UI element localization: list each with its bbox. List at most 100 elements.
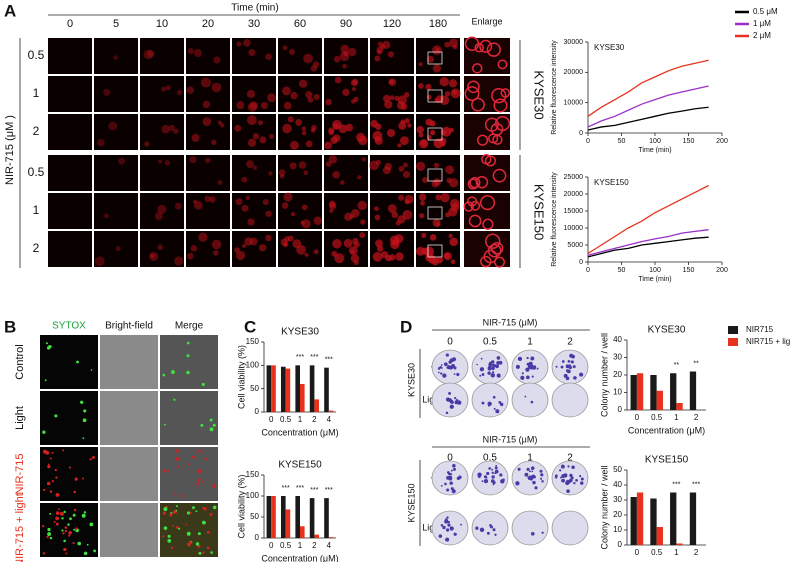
- micrograph: [278, 155, 322, 191]
- cell: [432, 64, 442, 73]
- x-axis-label: Concentration (μM): [261, 427, 338, 437]
- cell: [404, 92, 410, 98]
- dish: [551, 460, 589, 496]
- x-axis-label: Concentration (μM): [261, 553, 338, 562]
- legend-label: NIR715: [746, 325, 774, 334]
- bar: [266, 496, 272, 538]
- cell: [94, 256, 105, 267]
- cell: [429, 234, 437, 241]
- cell: [158, 159, 163, 164]
- cell: [463, 201, 474, 212]
- colony: [454, 396, 457, 400]
- colony: [573, 481, 576, 485]
- y-tick-label: 25000: [564, 174, 584, 181]
- stain: [186, 542, 190, 546]
- colony: [493, 407, 496, 410]
- cell: [332, 171, 340, 179]
- cell: [307, 96, 314, 103]
- cell: [303, 53, 313, 64]
- dose-label: 1: [527, 453, 533, 464]
- colony: [495, 364, 499, 369]
- cell: [189, 155, 197, 164]
- colony: [499, 473, 503, 477]
- bar: [630, 375, 637, 410]
- stain: [55, 511, 60, 515]
- cell: [386, 128, 395, 138]
- bar: [271, 365, 276, 412]
- cell: [265, 234, 272, 242]
- stain: [201, 520, 206, 525]
- colony: [527, 362, 531, 366]
- x-tick-label: 100: [649, 138, 661, 145]
- cell: [265, 53, 272, 61]
- stain: [46, 535, 49, 539]
- panel-label: B: [4, 317, 16, 336]
- y-tick-label: 10: [613, 388, 622, 397]
- cell: [234, 124, 242, 132]
- x-tick-label: 0: [269, 541, 274, 550]
- row-label: NIR-715 + light: [14, 493, 26, 562]
- stain: [44, 379, 47, 382]
- colony: [486, 471, 490, 476]
- colony: [533, 475, 536, 479]
- cell: [247, 218, 255, 226]
- time-label: 10: [156, 18, 168, 30]
- colony: [477, 475, 481, 479]
- y-axis-label: Colony number / well: [599, 465, 609, 549]
- x-tick-label: 1: [298, 415, 303, 424]
- cell: [472, 63, 483, 74]
- colony: [491, 471, 494, 474]
- colony: [555, 474, 558, 478]
- bar: [650, 498, 657, 545]
- stain: [47, 527, 51, 532]
- cell: [154, 212, 163, 221]
- cell: [407, 123, 412, 128]
- micrograph: [160, 503, 218, 557]
- colony: [575, 478, 578, 482]
- colony: [566, 489, 570, 494]
- colony: [532, 366, 536, 370]
- colony: [492, 483, 495, 486]
- concentration-label: 0.5: [28, 48, 45, 62]
- colony: [517, 467, 521, 471]
- y-tick-label: 15000: [564, 208, 584, 215]
- micrograph: [160, 447, 218, 501]
- stain: [49, 536, 53, 540]
- cell: [324, 141, 333, 150]
- cell: [376, 46, 384, 54]
- cell: [281, 86, 291, 96]
- micrograph: [48, 114, 92, 150]
- stain: [186, 341, 190, 345]
- cell: [248, 48, 256, 57]
- cell: [311, 124, 317, 131]
- cell: [429, 129, 436, 136]
- stain: [209, 512, 213, 516]
- legend-swatch: [728, 338, 738, 346]
- colony: [449, 481, 453, 485]
- line: [587, 59, 709, 117]
- cell: [97, 138, 105, 147]
- stain: [47, 532, 52, 537]
- cell: [343, 238, 353, 248]
- cell: [200, 77, 211, 88]
- colony: [495, 464, 498, 467]
- cell: [374, 55, 381, 62]
- colony: [492, 481, 496, 485]
- dish: [471, 510, 509, 546]
- cell: [402, 170, 410, 179]
- colony: [449, 358, 454, 363]
- cell: [282, 45, 288, 51]
- bar: [324, 367, 329, 412]
- cell: [236, 41, 242, 47]
- stain: [202, 480, 204, 483]
- colony: [438, 534, 443, 538]
- y-tick-label: 5000: [567, 242, 583, 249]
- cell: [282, 123, 292, 134]
- stain: [178, 527, 181, 530]
- cell: [400, 136, 409, 146]
- stain: [163, 423, 166, 426]
- cell: [202, 117, 212, 126]
- cell: [303, 170, 309, 176]
- stain: [55, 492, 60, 497]
- cell: [383, 94, 391, 103]
